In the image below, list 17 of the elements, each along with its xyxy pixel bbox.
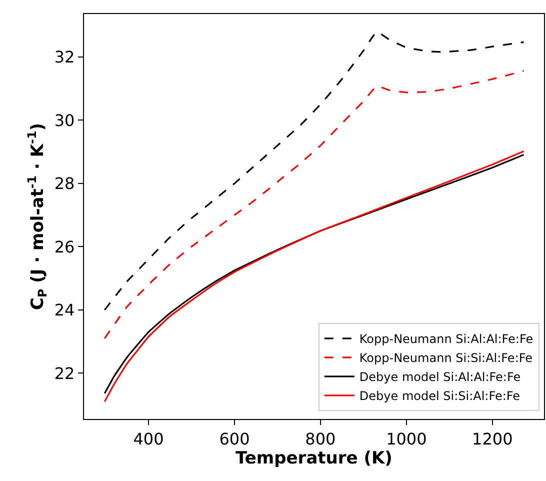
x-tick-label: 400 <box>133 429 164 448</box>
y-tick-label: 32 <box>54 48 75 67</box>
y-tick-label: 24 <box>54 300 75 320</box>
y-tick-label: 28 <box>54 174 75 194</box>
legend-label: Debye model Si:Si:Al:Fe:Fe <box>359 389 520 404</box>
x-tick-label: 600 <box>219 429 250 448</box>
x-tick-label: 1000 <box>386 429 427 448</box>
line-series <box>104 30 525 311</box>
x-tick-label: 800 <box>305 429 336 448</box>
x-axis-title: Temperature (K) <box>236 448 392 469</box>
legend-label: Kopp-Neumann Si:Si:Al:Fe:Fe <box>359 351 532 366</box>
y-tick-label: 22 <box>54 364 75 383</box>
legend-label: Debye model Si:Al:Al:Fe:Fe <box>359 370 521 384</box>
x-tick-label: 1200 <box>472 429 513 448</box>
y-tick-label: 30 <box>54 110 75 130</box>
legend-label: Kopp-Neumann Si:Al:Al:Fe:Fe <box>359 332 534 346</box>
y-tick-label: 26 <box>54 237 75 256</box>
